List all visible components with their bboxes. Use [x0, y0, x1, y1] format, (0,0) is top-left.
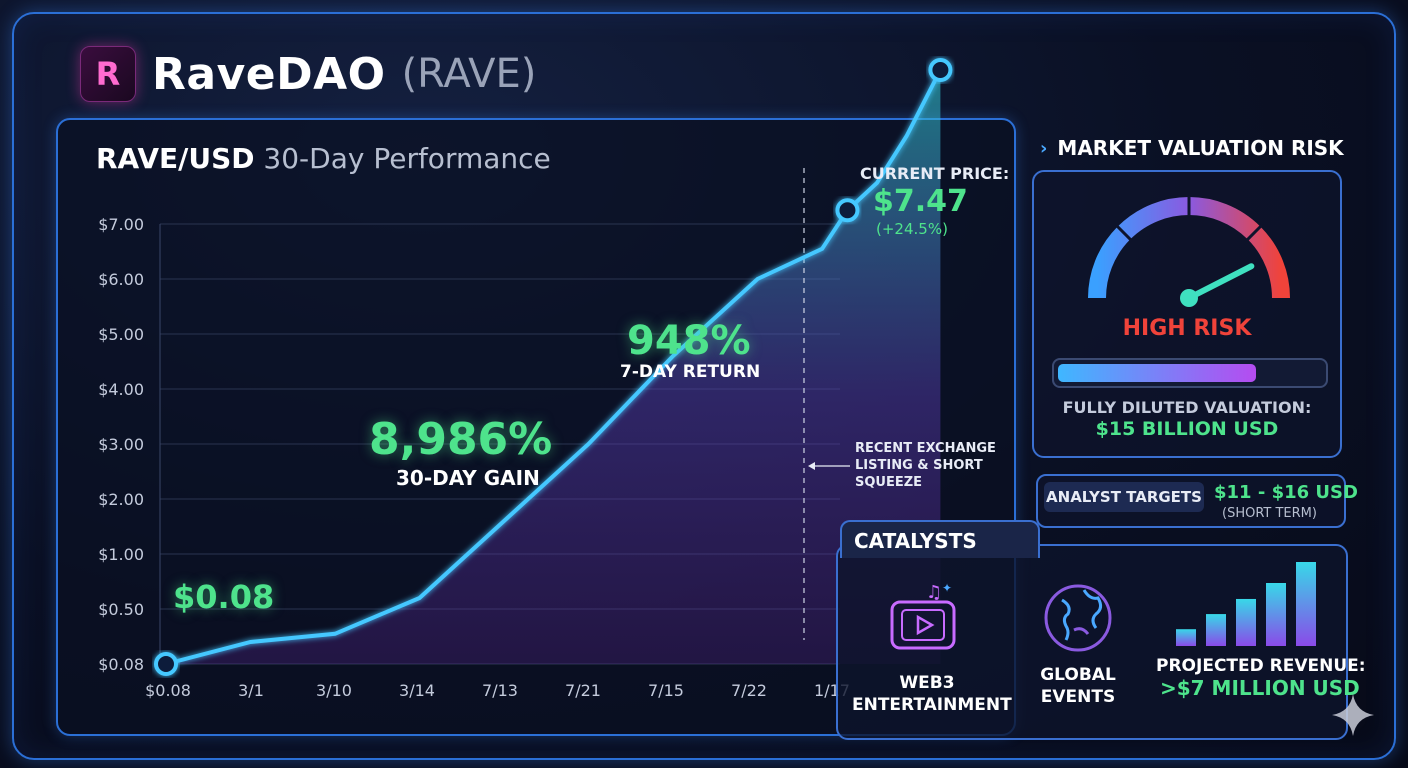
web3-entertainment-icon: ♫ ✦ [890, 581, 956, 650]
gain-30d-value: 8,986% [369, 414, 553, 465]
y-tick-label: $4.00 [98, 380, 144, 399]
y-tick-label: $3.00 [98, 435, 144, 454]
risk-title: › MARKET VALUATION RISK [1040, 136, 1344, 160]
x-tick-label: 3/10 [316, 681, 352, 700]
listing-annotation: RECENT EXCHANGE LISTING & SHORT SQUEEZE [855, 441, 996, 490]
y-tick-label: $6.00 [98, 270, 144, 289]
gain-30d-label: 30-DAY GAIN [396, 466, 540, 490]
gauge-hub [1180, 289, 1198, 307]
valuation-bar [1052, 358, 1328, 388]
analyst-label: ANALYST TARGETS [1044, 482, 1204, 512]
return-7d-value: 948% [627, 318, 751, 364]
gauge-needle [1186, 263, 1255, 301]
price-point [835, 198, 860, 223]
svg-text:♫: ♫ [926, 582, 942, 603]
catalysts-title: CATALYSTS [840, 520, 1040, 558]
app-ticker: (RAVE) [401, 51, 537, 97]
analyst-sub: (SHORT TERM) [1222, 506, 1317, 521]
x-tick-label: $0.08 [145, 681, 191, 700]
x-tick-label: 7/15 [648, 681, 684, 700]
dashboard-frame [12, 12, 1396, 760]
header: R RaveDAO (RAVE) [80, 44, 536, 104]
analyst-value: $11 - $16 USD [1214, 482, 1358, 503]
price-area [166, 70, 941, 664]
y-tick-label: $7.00 [98, 215, 144, 234]
annotation-arrowhead [808, 462, 815, 470]
price-point [154, 652, 178, 676]
revenue-label: PROJECTED REVENUE: [1156, 656, 1366, 676]
gauge-tick [1115, 224, 1133, 242]
y-tick-label: $2.00 [98, 490, 144, 509]
catalyst-web3: WEB3 ENTERTAINMENT [852, 673, 1012, 715]
svg-text:✦: ✦ [942, 581, 952, 595]
catalysts-panel [836, 544, 1348, 740]
return-7d-label: 7-DAY RETURN [620, 362, 761, 382]
chart-pair: RAVE/USD [96, 142, 255, 175]
revenue-bar [1206, 614, 1226, 646]
y-tick-label: $5.00 [98, 325, 144, 344]
current-price-label: CURRENT PRICE: [860, 164, 1010, 183]
x-tick-label: 3/1 [238, 681, 264, 700]
chart-title: RAVE/USD 30-Day Performance [96, 142, 551, 175]
revenue-bar [1236, 598, 1256, 646]
y-tick-label: $0.08 [98, 655, 144, 674]
revenue-value: >$7 MILLION USD [1160, 676, 1360, 700]
gauge-arc [1088, 197, 1290, 299]
ravedao-logo: R [80, 46, 136, 102]
start-price-label: $0.08 [173, 578, 275, 616]
price-line [165, 69, 943, 666]
current-price-value: $7.47 [873, 184, 968, 219]
globe-icon [1044, 584, 1112, 652]
risk-panel [1032, 170, 1342, 458]
current-price-change: (+24.5%) [876, 220, 948, 238]
valuation-bar-fill [1058, 364, 1257, 382]
revenue-bar [1266, 583, 1286, 646]
price-point [928, 58, 953, 82]
x-tick-label: 7/22 [731, 681, 767, 700]
risk-level-label: HIGH RISK [1122, 316, 1252, 341]
sparkle-icon [1332, 694, 1374, 736]
gauge-tick [1245, 224, 1263, 242]
app-name: RaveDAO [152, 48, 386, 100]
fdv-label: FULLY DILUTED VALUATION: [1062, 398, 1312, 417]
x-tick-label: 7/13 [482, 681, 518, 700]
catalyst-global-events: GLOBAL EVENTS [1040, 665, 1116, 707]
revenue-bars [1176, 562, 1316, 646]
y-tick-label: $0.50 [98, 600, 144, 619]
fdv-value: $15 BILLION USD [1095, 418, 1279, 440]
x-tick-label: 3/14 [399, 681, 435, 700]
y-tick-label: $1.00 [98, 545, 144, 564]
revenue-bar [1296, 562, 1316, 646]
chevron-right-icon: › [1040, 137, 1048, 159]
chart-period: 30-Day Performance [263, 142, 551, 175]
revenue-bar [1176, 629, 1196, 646]
risk-gauge [1088, 196, 1290, 307]
x-tick-label: 7/21 [565, 681, 601, 700]
